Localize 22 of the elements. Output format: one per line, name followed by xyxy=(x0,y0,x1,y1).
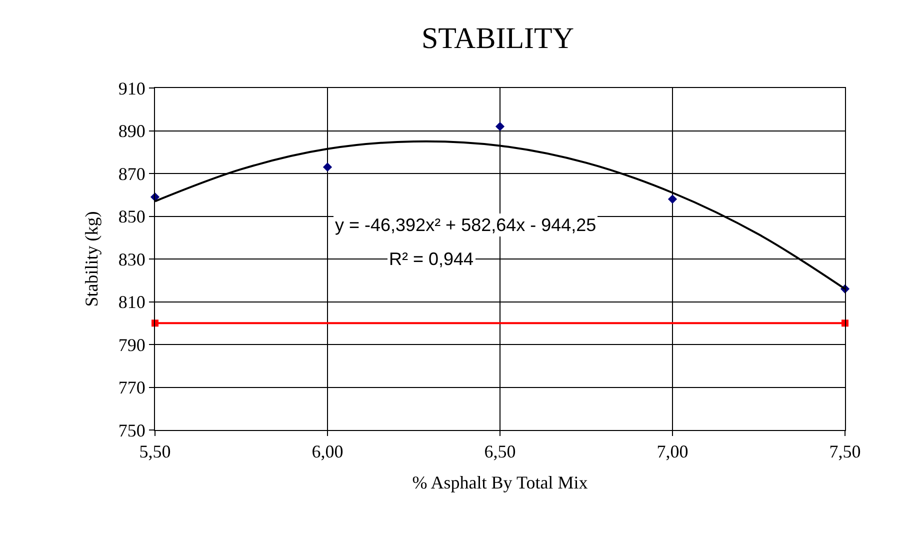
y-tick-label: 910 xyxy=(118,78,146,98)
y-tick-label: 770 xyxy=(118,378,146,398)
y-tick-label: 830 xyxy=(118,249,146,270)
x-tick-label: 7,50 xyxy=(829,442,861,462)
x-tick-label: 7,00 xyxy=(656,442,688,462)
y-tick-label: 790 xyxy=(118,334,146,355)
y-tick-label: 850 xyxy=(118,206,146,227)
x-tick-label: 6,50 xyxy=(484,442,516,462)
chart-title: STABILITY xyxy=(421,22,574,55)
y-tick-label: 870 xyxy=(118,164,146,184)
y-tick-label: 750 xyxy=(118,420,146,440)
y-tick-label: 890 xyxy=(118,121,146,142)
y-tick-label: 810 xyxy=(118,292,146,312)
point xyxy=(495,122,505,132)
point xyxy=(322,162,332,172)
point xyxy=(668,194,678,204)
x-tick-label: 6,00 xyxy=(312,442,344,462)
annotation: R² = 0,944 xyxy=(389,249,474,269)
x-tick-label: 5,50 xyxy=(139,442,171,462)
x-axis-title: % Asphalt By Total Mix xyxy=(412,472,588,493)
annotation: y = -46,392x² + 582,64x - 944,25 xyxy=(335,215,596,235)
y-axis-title: Stability (kg) xyxy=(82,211,102,307)
